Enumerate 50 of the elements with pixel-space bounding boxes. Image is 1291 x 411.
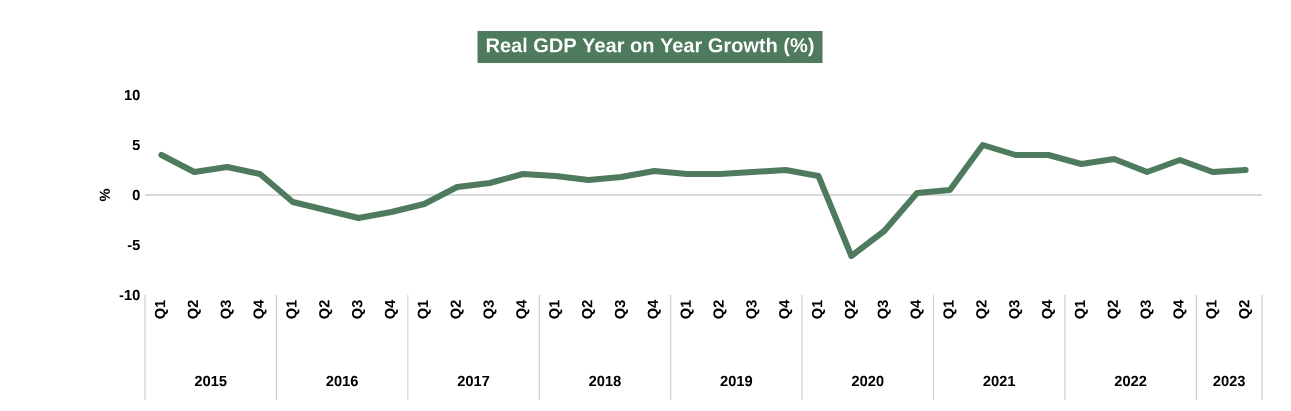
x-tick-label: Q3	[614, 300, 628, 319]
x-tick-label: Q1	[154, 300, 168, 319]
y-tick-label: 10	[124, 89, 140, 101]
text: 2015	[194, 375, 227, 387]
x-tick-label: Q1	[417, 300, 431, 319]
x-tick-label: Q2	[450, 300, 464, 319]
text: 2023	[1213, 375, 1245, 387]
x-tick-label: Q2	[844, 300, 858, 319]
x-tick-label: Q2	[319, 300, 333, 319]
y-tick-label: 0	[132, 189, 140, 201]
x-tick-label: Q2	[976, 300, 990, 319]
x-tick-label: Q1	[680, 300, 694, 319]
x-tick-label: Q3	[220, 300, 234, 319]
x-tick-label: Q3	[1140, 300, 1154, 319]
text: 2022	[1114, 375, 1147, 387]
x-tick-label: Q4	[647, 299, 661, 319]
x-tick-label: Q3	[352, 300, 366, 319]
text: 2018	[589, 375, 621, 387]
text: 2021	[983, 375, 1016, 387]
x-tick-label: Q4	[779, 299, 793, 319]
y-tick-label: -5	[127, 239, 140, 251]
x-tick-label: Q3	[746, 300, 760, 319]
x-tick-label: Q2	[581, 300, 596, 319]
x-tick-label: Q4	[1041, 299, 1056, 319]
y-tick-label: -10	[119, 289, 140, 301]
x-tick-label: Q3	[483, 300, 497, 319]
x-tick-label: Q1	[549, 300, 563, 319]
text: 2016	[326, 375, 358, 387]
chart-title: Real GDP Year on Year Growth (%)	[486, 37, 814, 57]
y-tick-label: 5	[132, 139, 140, 151]
x-tick-label: Q4	[253, 299, 267, 319]
text: 2017	[457, 375, 490, 387]
x-tick-label: Q3	[877, 300, 891, 319]
x-tick-label: Q4	[910, 299, 924, 319]
x-tick-label: Q3	[1009, 300, 1023, 319]
x-tick-label: Q1	[286, 300, 300, 319]
x-tick-label: Q1	[811, 300, 826, 319]
x-tick-label: Q4	[1173, 299, 1187, 319]
text: 2020	[851, 375, 884, 387]
text: 2019	[720, 375, 753, 387]
x-tick-label: Q1	[1074, 300, 1088, 319]
x-tick-label: Q4	[384, 299, 398, 319]
x-tick-label: Q2	[1239, 300, 1253, 319]
x-tick-label: Q1	[1206, 300, 1220, 319]
x-tick-label: Q2	[1107, 300, 1121, 319]
x-tick-label: Q2	[187, 300, 201, 319]
x-tick-label: Q2	[713, 300, 727, 319]
x-tick-label: Q1	[943, 300, 957, 319]
x-tick-label: Q4	[516, 299, 530, 319]
y-axis-title: %	[99, 188, 110, 202]
